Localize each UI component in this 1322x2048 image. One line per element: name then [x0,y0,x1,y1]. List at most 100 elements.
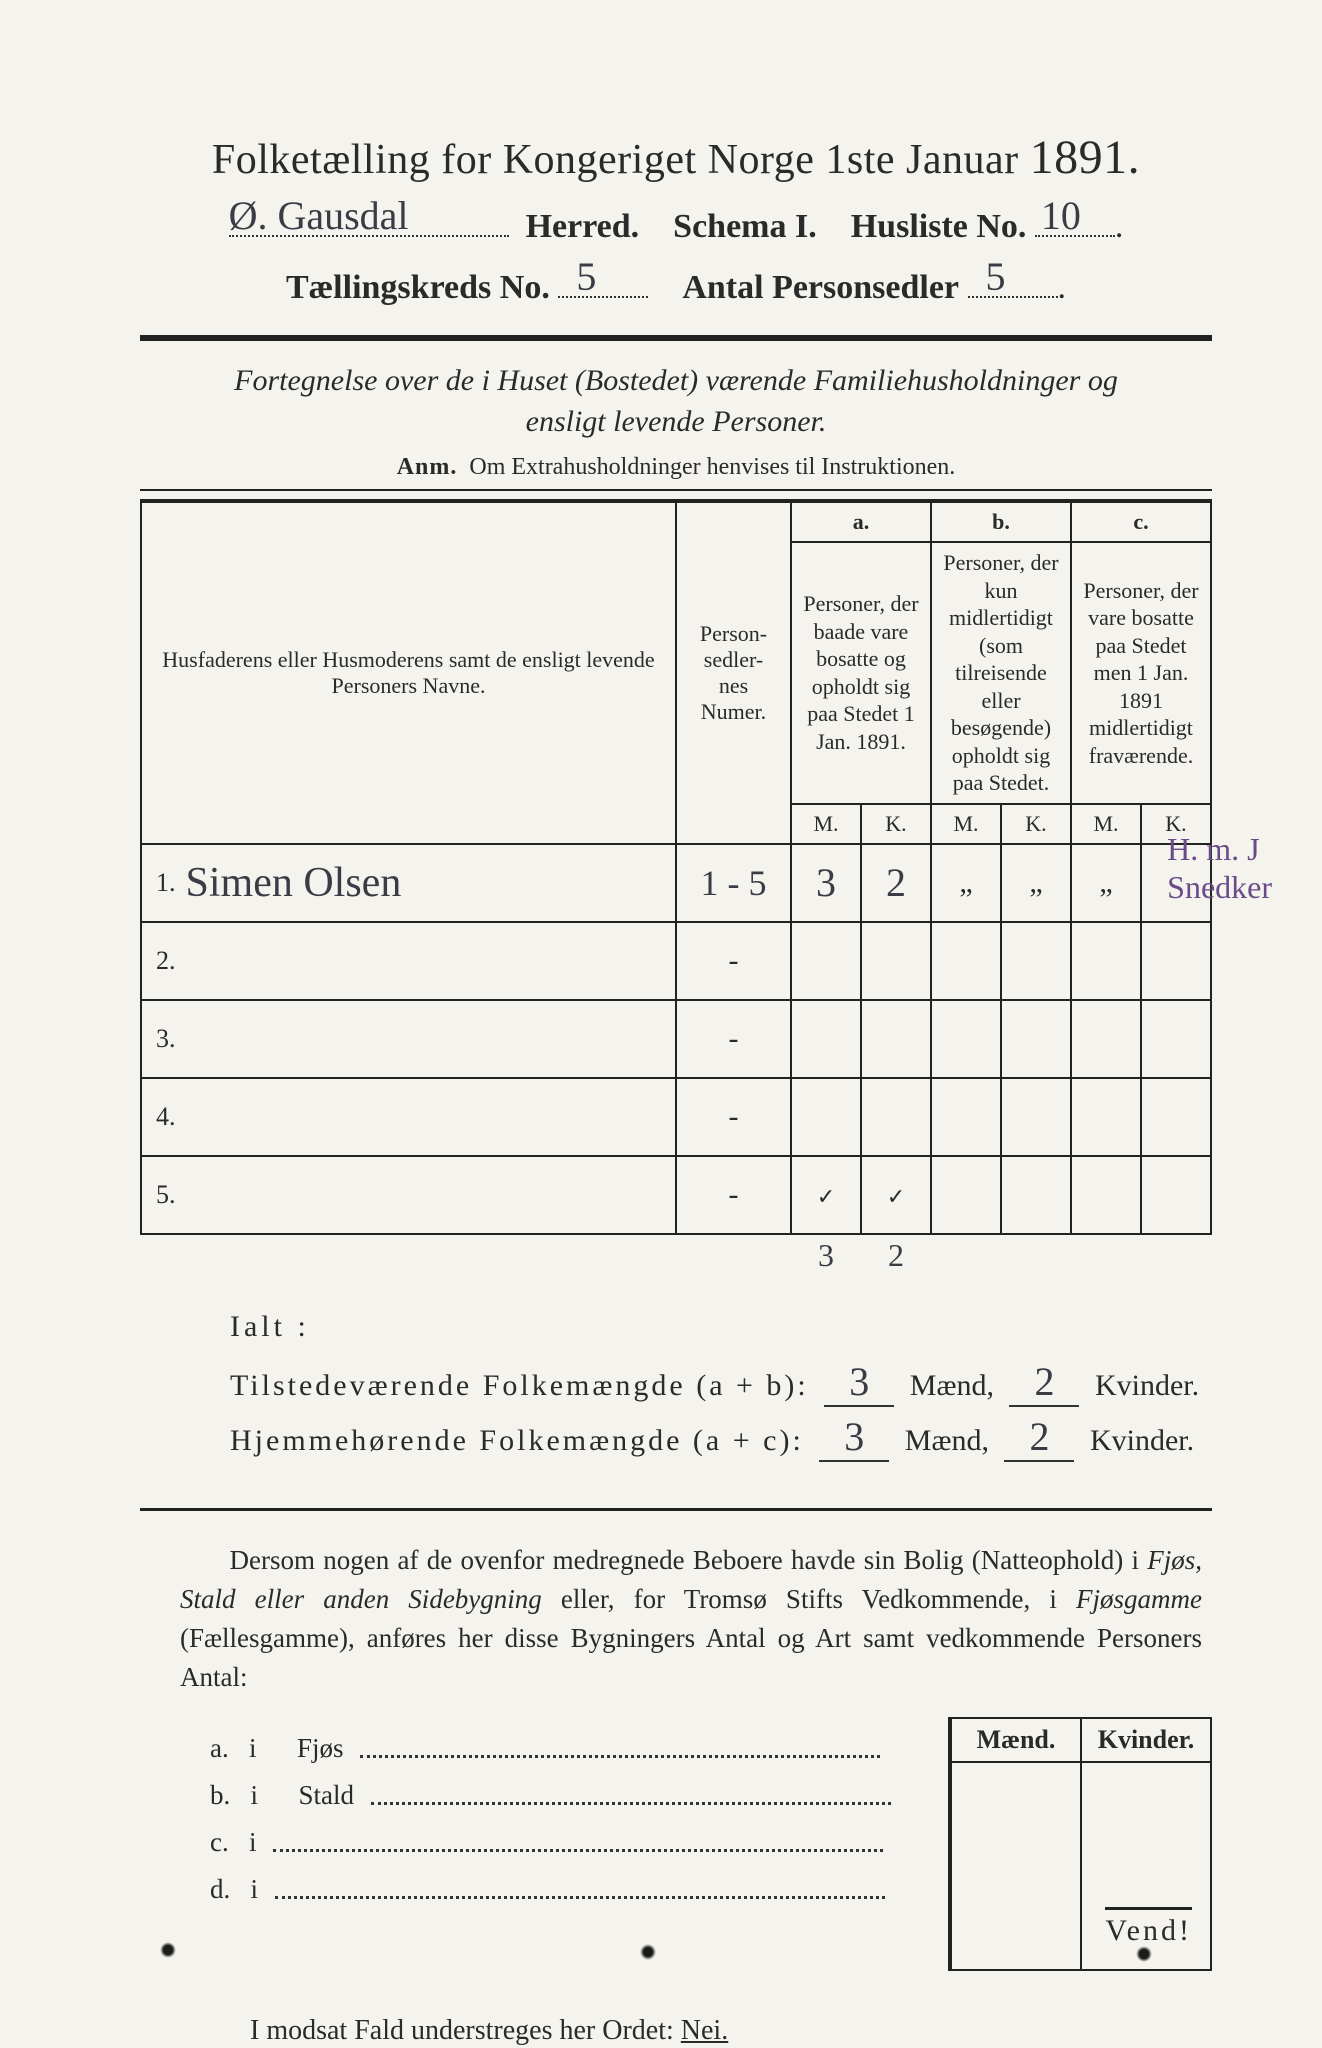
lr-tag: d. [210,1874,230,1904]
lr-tag: a. [210,1733,229,1763]
col-header-c: Personer, der vare bosatte paa Stedet me… [1071,542,1211,804]
cell-b-m [931,1156,1001,1234]
ialt-block: Ialt : Tilstedeværende Folkemængde (a + … [230,1310,1212,1462]
col-header-name: Husfaderens eller Husmoderens samt de en… [141,501,676,844]
cell-b-k [1001,1078,1071,1156]
lr-i: i [251,1780,259,1810]
lower-block: a. i Fjøs b. i Stald c. i d. i [140,1717,1212,1971]
col-header-a: Personer, der baade vare bosatte og opho… [791,542,931,804]
nei-text: I modsat Fald understreges her Ordet: [250,2015,681,2046]
mk-cell [951,1918,1081,1970]
margin-note-2: Snedker [1167,868,1272,906]
row-num: 1. [141,844,182,922]
col-header-a-tag: a. [791,501,931,542]
a-tag: a. [853,509,870,534]
punch-hole-icon [640,1944,656,1960]
anm-label: Anm. [397,454,458,480]
husliste-label: Husliste No. [851,208,1027,245]
kreds-value: 5 [576,253,596,300]
cell-b-m [931,1078,1001,1156]
nei-line: I modsat Fald understreges her Ordet: Ne… [250,2015,1212,2047]
cell-c-m [1071,1156,1141,1234]
vend-label: Vend! [1105,1907,1192,1948]
row-pnum: - [676,1078,791,1156]
table-row: 3. - [141,1000,1211,1078]
lower-row: b. i Stald [210,1780,948,1811]
cell-a-k [861,1000,931,1078]
herred-value: Ø. Gausdal [229,192,409,239]
punch-hole-icon [160,1942,176,1958]
row-pnum: 1 - 5 [676,844,791,922]
maend-label: Mænd, [905,1424,989,1457]
col-header-b: Personer, der kun midlertidigt (som tilr… [931,542,1071,804]
v: 2 [886,860,906,905]
row-pnum: - [676,1156,791,1234]
cell-a-k [861,1078,931,1156]
mk-cell [1081,1762,1211,1814]
cell-b-k [1001,1156,1071,1234]
cell-a-m: ✓ [791,1156,861,1234]
col-header-b-tag: b. [931,501,1071,542]
ialt-line-2: Hjemmehørende Folkemængde (a + c): 3 Mæn… [230,1413,1212,1462]
row-name [182,1156,677,1234]
hdr-a-k: K. [861,804,931,844]
cell-c-k [1141,1000,1211,1078]
lower-row: c. i [210,1827,948,1858]
lr-tag: b. [210,1780,230,1810]
ialt-l2-k: 2 [1004,1413,1074,1462]
ialt-l2-m: 3 [819,1413,889,1462]
cell-a-m [791,1000,861,1078]
dotted-line [371,1791,891,1805]
tick-icon: ✓ [817,1184,835,1209]
anm-line: Anm. Om Extrahusholdninger henvises til … [140,454,1212,481]
page-title: Folketælling for Kongeriget Norge 1ste J… [140,130,1212,185]
ialt-line-1: Tilstedeværende Folkemængde (a + b): 3 M… [230,1358,1212,1407]
cell-b-k [1001,922,1071,1000]
p-i2: Fjøsgamme [1076,1584,1202,1614]
cell-c-m [1071,922,1141,1000]
cell-b-k [1001,1000,1071,1078]
col-header-num: Person- sedler- nes Numer. [676,501,791,844]
row-pnum-text: 1 - 5 [701,863,767,903]
row-num: 2. [141,922,182,1000]
lr-tag: c. [210,1827,229,1857]
lower-row: d. i [210,1874,948,1905]
schema-label: Schema I. [673,208,817,245]
table-row: 4. - [141,1078,1211,1156]
mk-kvinder: Kvinder. [1081,1718,1211,1762]
cell-a-m [791,1078,861,1156]
title-text: Folketælling for Kongeriget Norge 1ste J… [212,137,1019,183]
ialt-l1-k: 2 [1009,1358,1079,1407]
lr-label: Stald [299,1780,355,1810]
cell-a-k: ✓ [861,1156,931,1234]
lr-i: i [249,1827,257,1857]
c-tag: c. [1133,509,1148,534]
hdr-a-m: M. [791,804,861,844]
header-row-2: Ø. Gausdal Herred. Schema I. Husliste No… [140,203,1212,246]
ialt-l1-m: 3 [824,1358,894,1407]
subtitle: Fortegnelse over de i Huset (Bostedet) v… [200,361,1152,442]
antal-value: 5 [986,253,1006,300]
cell-a-m: 3 [791,844,861,922]
p-t1: Dersom nogen af de ovenfor medregnede Be… [230,1545,1148,1575]
col-header-name-text: Husfaderens eller Husmoderens samt de en… [162,647,654,698]
lr-i: i [249,1733,257,1763]
lr-i: i [251,1874,259,1904]
punch-hole-icon [1136,1946,1152,1962]
cell-b-m [931,1000,1001,1078]
antal-label: Antal Personsedler [682,269,959,306]
maend-label: Mænd, [910,1369,994,1402]
herred-label: Herred. [526,208,640,245]
mk-cell [951,1814,1081,1866]
kreds-label: Tællingskreds No. [286,269,550,306]
cell-b-m [931,922,1001,1000]
ialt-l1-label: Tilstedeværende Folkemængde (a + b): [230,1369,809,1402]
row-name [182,1000,677,1078]
cell-a-k: 2 [861,844,931,922]
lower-left: a. i Fjøs b. i Stald c. i d. i [140,1717,948,1971]
hdr-b-m: M. [931,804,1001,844]
row-name [182,1078,677,1156]
husliste-value: 10 [1041,192,1081,239]
kvinder-label: Kvinder. [1095,1369,1199,1402]
kvinder-label: Kvinder. [1090,1424,1194,1457]
